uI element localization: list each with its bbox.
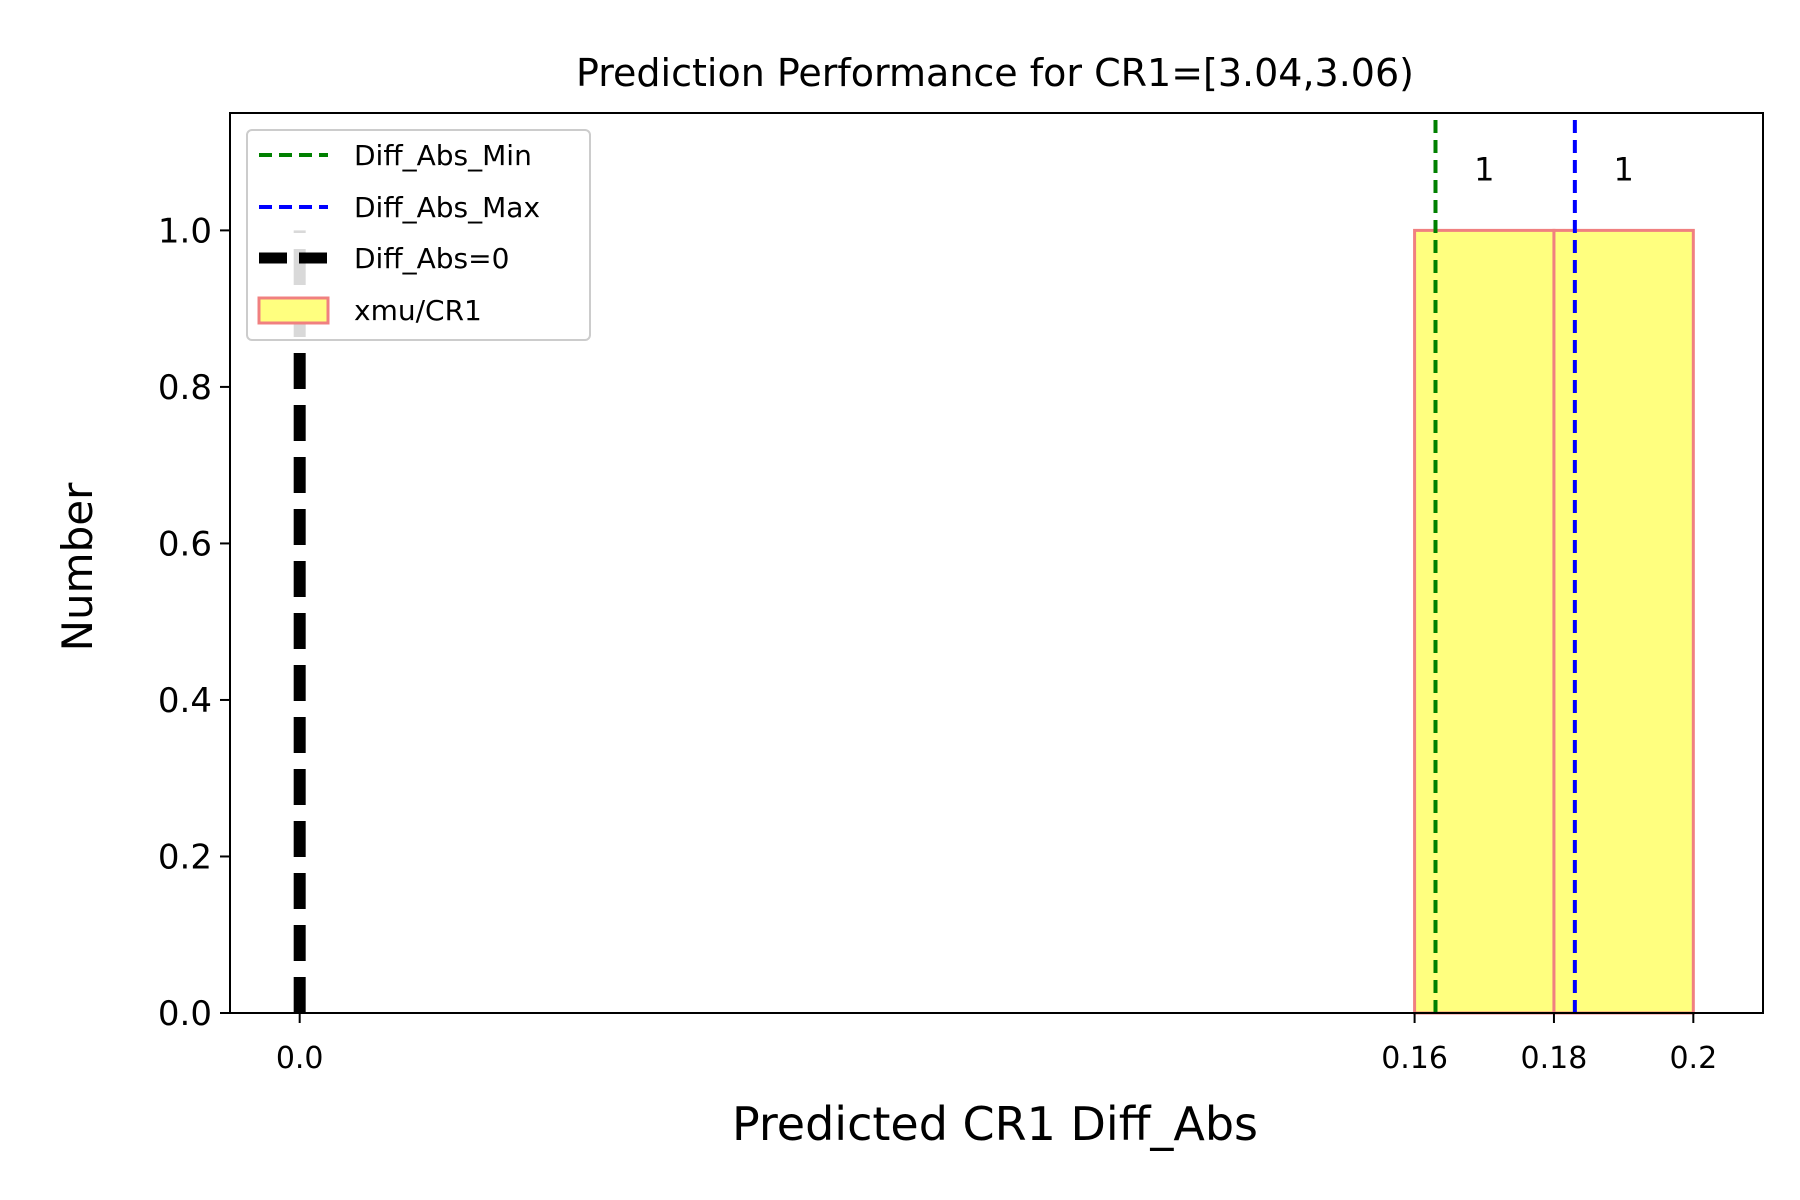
y-tick-label-2: 0.4 <box>158 681 212 721</box>
x-axis-label: Predicted CR1 Diff_Abs <box>732 1097 1258 1151</box>
y-tick-label-1: 0.2 <box>158 837 212 877</box>
x-tick-label-2: 0.18 <box>1521 1041 1588 1076</box>
x-tick-label-1: 0.16 <box>1381 1041 1448 1076</box>
legend-label-histogram: xmu/CR1 <box>354 294 482 327</box>
legend-swatch-histogram <box>257 296 330 325</box>
y-tick-label-5: 1.0 <box>158 211 212 251</box>
y-tick-label-0: 0.0 <box>158 994 212 1034</box>
y-tick-label-4: 0.8 <box>158 368 212 408</box>
x-tick-label-0: 0.0 <box>276 1041 324 1076</box>
legend-box <box>246 129 591 341</box>
legend-label-diff-abs-0: Diff_Abs=0 <box>354 242 509 275</box>
histogram-bar-1 <box>1413 228 1556 1015</box>
legend-label-diff-abs-min: Diff_Abs_Min <box>354 139 532 172</box>
bar-count-label-2: 1 <box>1613 150 1633 188</box>
y-tick-label-3: 0.6 <box>158 524 212 564</box>
histogram-bar-2 <box>1552 228 1695 1015</box>
legend: Diff_Abs_Min Diff_Abs_Max Diff_Abs=0 xmu/CR… <box>246 129 591 341</box>
chart-title: Prediction Performance for CR1=[3.04,3.0… <box>576 51 1414 95</box>
x-tick-label-3: 0.2 <box>1669 1041 1717 1076</box>
plot-area: 1 1 0.0 0.2 0.4 0.6 0.8 1.0 0.0 0.16 0.18 0.2 <box>158 112 1764 1076</box>
plot-frame <box>229 112 1764 1014</box>
bar-count-label-1: 1 <box>1474 150 1494 188</box>
y-axis-label: Number <box>53 482 102 651</box>
legend-label-diff-abs-max: Diff_Abs_Max <box>354 191 540 224</box>
